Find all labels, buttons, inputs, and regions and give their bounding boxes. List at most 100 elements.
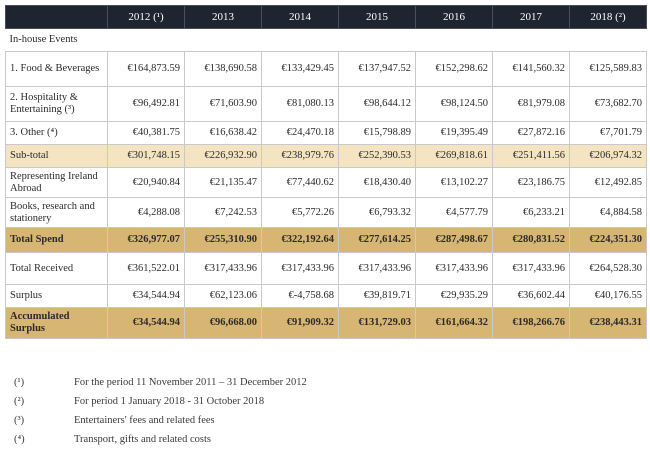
cell-value: €96,668.00 <box>184 307 262 339</box>
cell-value: €252,390.53 <box>338 144 416 168</box>
cell-value: €264,528.30 <box>569 252 647 285</box>
cell-value: €137,947.52 <box>338 51 416 87</box>
footnote-marker: (⁴) <box>14 434 25 445</box>
row-label: Total Spend <box>5 227 108 253</box>
header-row: 2012 (¹) 2013 2014 2015 2016 2017 2018 (… <box>5 5 647 29</box>
cell-value: €322,192.64 <box>261 227 339 253</box>
cell-value: €21,135.47 <box>184 167 262 198</box>
cell-value: €71,603.90 <box>184 86 262 122</box>
cell-value: €19,395.49 <box>415 121 493 145</box>
table-row-other: 3. Other (⁴) €40,381.75 €16,638.42 €24,4… <box>5 121 647 145</box>
cell-value: €98,124.50 <box>415 86 493 122</box>
cell-value: €34,544.94 <box>107 284 185 308</box>
cell-value: €269,818.61 <box>415 144 493 168</box>
cell-value: €224,351.30 <box>569 227 647 253</box>
cell-value: €138,690.58 <box>184 51 262 87</box>
table-row-accumulated-surplus: Accumulated Surplus €34,544.94 €96,668.0… <box>5 307 647 339</box>
cell-value: €29,935.29 <box>415 284 493 308</box>
cell-value: €18,430.40 <box>338 167 416 198</box>
cell-value: €5,772.26 <box>261 197 339 228</box>
table-row-representing-ireland-abroad: Representing Ireland Abroad €20,940.84 €… <box>5 167 647 198</box>
cell-value: €96,492.81 <box>107 86 185 122</box>
cell-value: €81,080.13 <box>261 86 339 122</box>
footnote-text: For period 1 January 2018 - 31 October 2… <box>74 396 265 407</box>
cell-value: €73,682.70 <box>569 86 647 122</box>
row-label: Accumulated Surplus <box>5 307 108 339</box>
cell-value: €301,748.15 <box>107 144 185 168</box>
cell-value: €206,974.32 <box>569 144 647 168</box>
cell-value: €-4,758.68 <box>261 284 339 308</box>
cell-value: €141,560.32 <box>492 51 570 87</box>
row-label: Representing Ireland Abroad <box>5 167 108 198</box>
cell-value: €62,123.06 <box>184 284 262 308</box>
cell-value: €317,433.96 <box>415 252 493 285</box>
table-row-surplus: Surplus €34,544.94 €62,123.06 €-4,758.68… <box>5 284 647 308</box>
footnote-2: (²) For period 1 January 2018 - 31 Octob… <box>14 392 634 411</box>
cell-value: €6,233.21 <box>492 197 570 228</box>
cell-value: €20,940.84 <box>107 167 185 198</box>
table-row-books-research-stationery: Books, research and stationery €4,288.08… <box>5 197 647 228</box>
cell-value: €12,492.85 <box>569 167 647 198</box>
cell-value: €81,979.08 <box>492 86 570 122</box>
cell-value: €152,298.62 <box>415 51 493 87</box>
cell-value: €361,522.01 <box>107 252 185 285</box>
row-label: 2. Hospitality & Entertaining (³) <box>5 86 108 122</box>
row-label: 1. Food & Beverages <box>5 51 108 87</box>
cell-value: €7,242.53 <box>184 197 262 228</box>
row-label: Sub-total <box>5 144 108 168</box>
column-header-2013: 2013 <box>184 5 262 29</box>
footnote-marker: (²) <box>14 396 25 407</box>
cell-value: €131,729.03 <box>338 307 416 339</box>
section-row-in-house-events: In-house Events <box>5 28 647 52</box>
footnote-marker: (³) <box>14 415 25 426</box>
cell-value: €23,186.75 <box>492 167 570 198</box>
column-header-2012: 2012 (¹) <box>107 5 185 29</box>
cell-value: €251,411.56 <box>492 144 570 168</box>
cell-value: €164,873.59 <box>107 51 185 87</box>
cell-value: €36,602.44 <box>492 284 570 308</box>
table-row-total-received: Total Received €361,522.01 €317,433.96 €… <box>5 252 647 285</box>
cell-value: €317,433.96 <box>261 252 339 285</box>
cell-value: €133,429.45 <box>261 51 339 87</box>
cell-value: €161,664.32 <box>415 307 493 339</box>
cell-value: €280,831.52 <box>492 227 570 253</box>
footnote-text: Entertainers' fees and related fees <box>74 415 215 426</box>
header-corner-cell <box>5 5 108 29</box>
table-row-sub-total: Sub-total €301,748.15 €226,932.90 €238,9… <box>5 144 647 168</box>
footnote-3: (³) Entertainers' fees and related fees <box>14 411 634 430</box>
cell-value: €98,644.12 <box>338 86 416 122</box>
cell-value: €91,909.32 <box>261 307 339 339</box>
cell-value: €198,266.76 <box>492 307 570 339</box>
table-body: In-house Events 1. Food & Beverages €164… <box>5 28 647 339</box>
cell-value: €34,544.94 <box>107 307 185 339</box>
row-label: Total Received <box>5 252 108 285</box>
cell-value: €27,872.16 <box>492 121 570 145</box>
row-label: Surplus <box>5 284 108 308</box>
footnote-text: For the period 11 November 2011 – 31 Dec… <box>74 377 307 388</box>
cell-value: €317,433.96 <box>338 252 416 285</box>
cell-value: €15,798.89 <box>338 121 416 145</box>
footnote-1: (¹) For the period 11 November 2011 – 31… <box>14 373 634 392</box>
column-header-2017: 2017 <box>492 5 570 29</box>
row-label: 3. Other (⁴) <box>5 121 108 145</box>
cell-value: €77,440.62 <box>261 167 339 198</box>
cell-value: €4,288.08 <box>107 197 185 228</box>
cell-value: €6,793.32 <box>338 197 416 228</box>
cell-value: €39,819.71 <box>338 284 416 308</box>
cell-value: €238,443.31 <box>569 307 647 339</box>
table-row-food-beverages: 1. Food & Beverages €164,873.59 €138,690… <box>5 51 647 87</box>
footnote-4: (⁴) Transport, gifts and related costs <box>14 430 634 449</box>
cell-value: €317,433.96 <box>184 252 262 285</box>
cell-value: €40,381.75 <box>107 121 185 145</box>
table-row-total-spend: Total Spend €326,977.07 €255,310.90 €322… <box>5 227 647 253</box>
table-header: 2012 (¹) 2013 2014 2015 2016 2017 2018 (… <box>5 5 647 29</box>
cell-value: €7,701.79 <box>569 121 647 145</box>
table-row-hospitality-entertaining: 2. Hospitality & Entertaining (³) €96,49… <box>5 86 647 122</box>
column-header-2015: 2015 <box>338 5 416 29</box>
cell-value: €40,176.55 <box>569 284 647 308</box>
cell-value: €317,433.96 <box>492 252 570 285</box>
column-header-2014: 2014 <box>261 5 339 29</box>
footnote-marker: (¹) <box>14 377 25 388</box>
cell-value: €4,884.58 <box>569 197 647 228</box>
cell-value: €277,614.25 <box>338 227 416 253</box>
